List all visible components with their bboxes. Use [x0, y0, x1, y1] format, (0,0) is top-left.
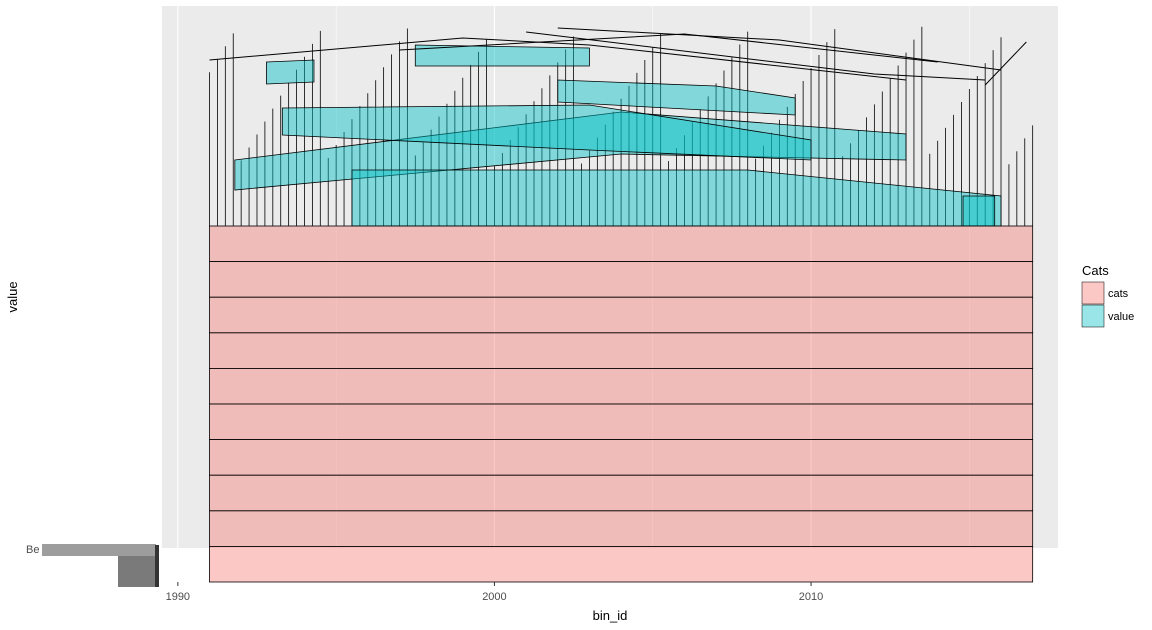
legend-label-cats: cats: [1108, 288, 1129, 300]
x-axis: 1990 2000 2010: [166, 582, 823, 603]
cats-band: [209, 546, 1034, 583]
x-tick-label: 2010: [799, 591, 823, 603]
legend-title: Cats: [1082, 263, 1109, 278]
cats-band: [209, 225, 1034, 262]
cats-band: [209, 439, 1034, 476]
y-tick-label-overlap: [42, 544, 156, 556]
value-line: [399, 33, 938, 63]
x-tick-label: 1990: [166, 591, 190, 603]
value-area: [414, 44, 590, 67]
value-area: [962, 195, 996, 227]
value-area: [557, 79, 796, 116]
plot-panel: [162, 6, 1058, 548]
value-line: [526, 31, 986, 81]
value-area: [234, 111, 907, 191]
legend-key-value: [1081, 304, 1105, 328]
y-tick-label-overlap: [155, 545, 159, 587]
legend: Cats cats value: [1081, 263, 1134, 328]
y-axis-title: value: [5, 281, 20, 312]
y-tick-labels: Be: [26, 544, 159, 587]
value-line: [557, 27, 1002, 71]
x-tick-label: 2000: [482, 591, 506, 603]
cats-band: [209, 510, 1034, 547]
value-area: [281, 104, 812, 161]
x-axis-title: bin_id: [593, 608, 628, 623]
cats-band: [209, 474, 1034, 512]
value-line: [984, 41, 1027, 86]
y-tick-label: Be: [26, 544, 39, 556]
y-tick-label-overlap: [118, 556, 158, 587]
cats-band: [209, 261, 1034, 298]
cats-band: [209, 367, 1034, 405]
cats-band: [209, 296, 1034, 334]
cats-band: [209, 332, 1034, 369]
cats-series: [209, 225, 1034, 583]
cats-band: [209, 403, 1034, 440]
legend-key-cats: [1081, 281, 1105, 305]
legend-label-value: value: [1108, 311, 1134, 323]
value-line: [209, 37, 907, 81]
value-series: [209, 26, 1034, 227]
value-area: [266, 59, 315, 85]
